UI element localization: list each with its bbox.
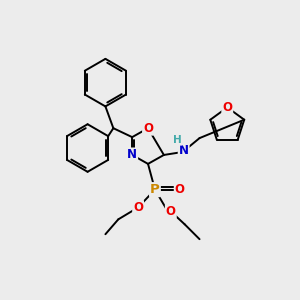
- Text: H: H: [173, 135, 182, 145]
- Text: O: O: [222, 101, 232, 114]
- Text: O: O: [175, 183, 185, 196]
- Text: O: O: [143, 122, 153, 135]
- Text: N: N: [179, 143, 189, 157]
- Text: O: O: [166, 205, 176, 218]
- Text: N: N: [127, 148, 137, 161]
- Text: O: O: [133, 201, 143, 214]
- Text: P: P: [150, 183, 160, 196]
